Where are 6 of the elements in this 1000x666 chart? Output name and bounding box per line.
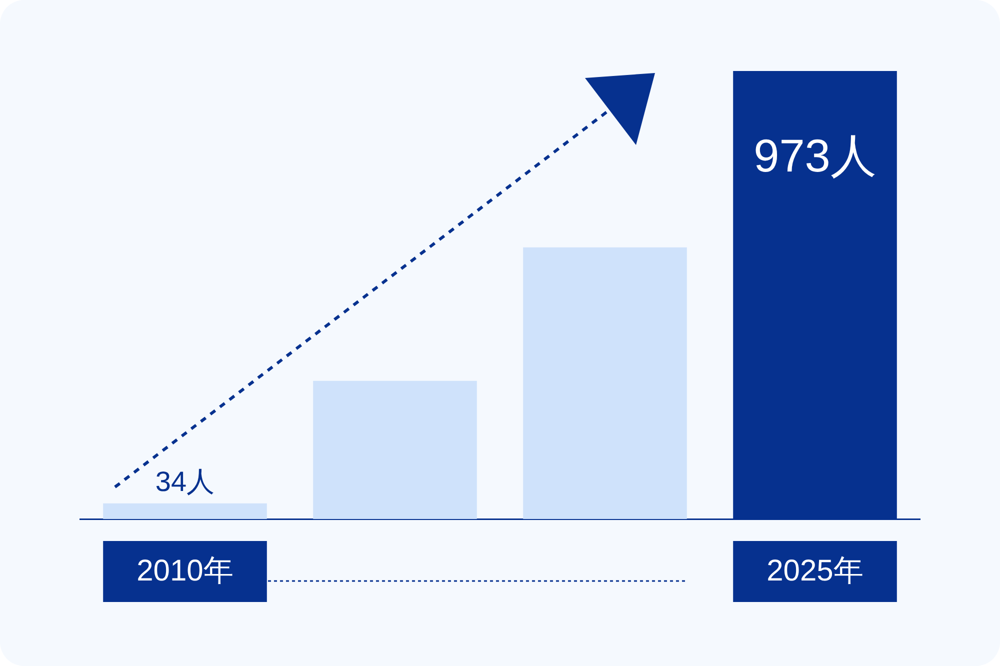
data-label: 973人 <box>754 130 876 182</box>
x-tick-label: 2025年 <box>766 554 864 588</box>
bar <box>103 503 267 519</box>
bar <box>313 380 477 519</box>
x-tick-label: 2010年 <box>136 554 234 588</box>
data-label: 34人 <box>155 466 215 498</box>
